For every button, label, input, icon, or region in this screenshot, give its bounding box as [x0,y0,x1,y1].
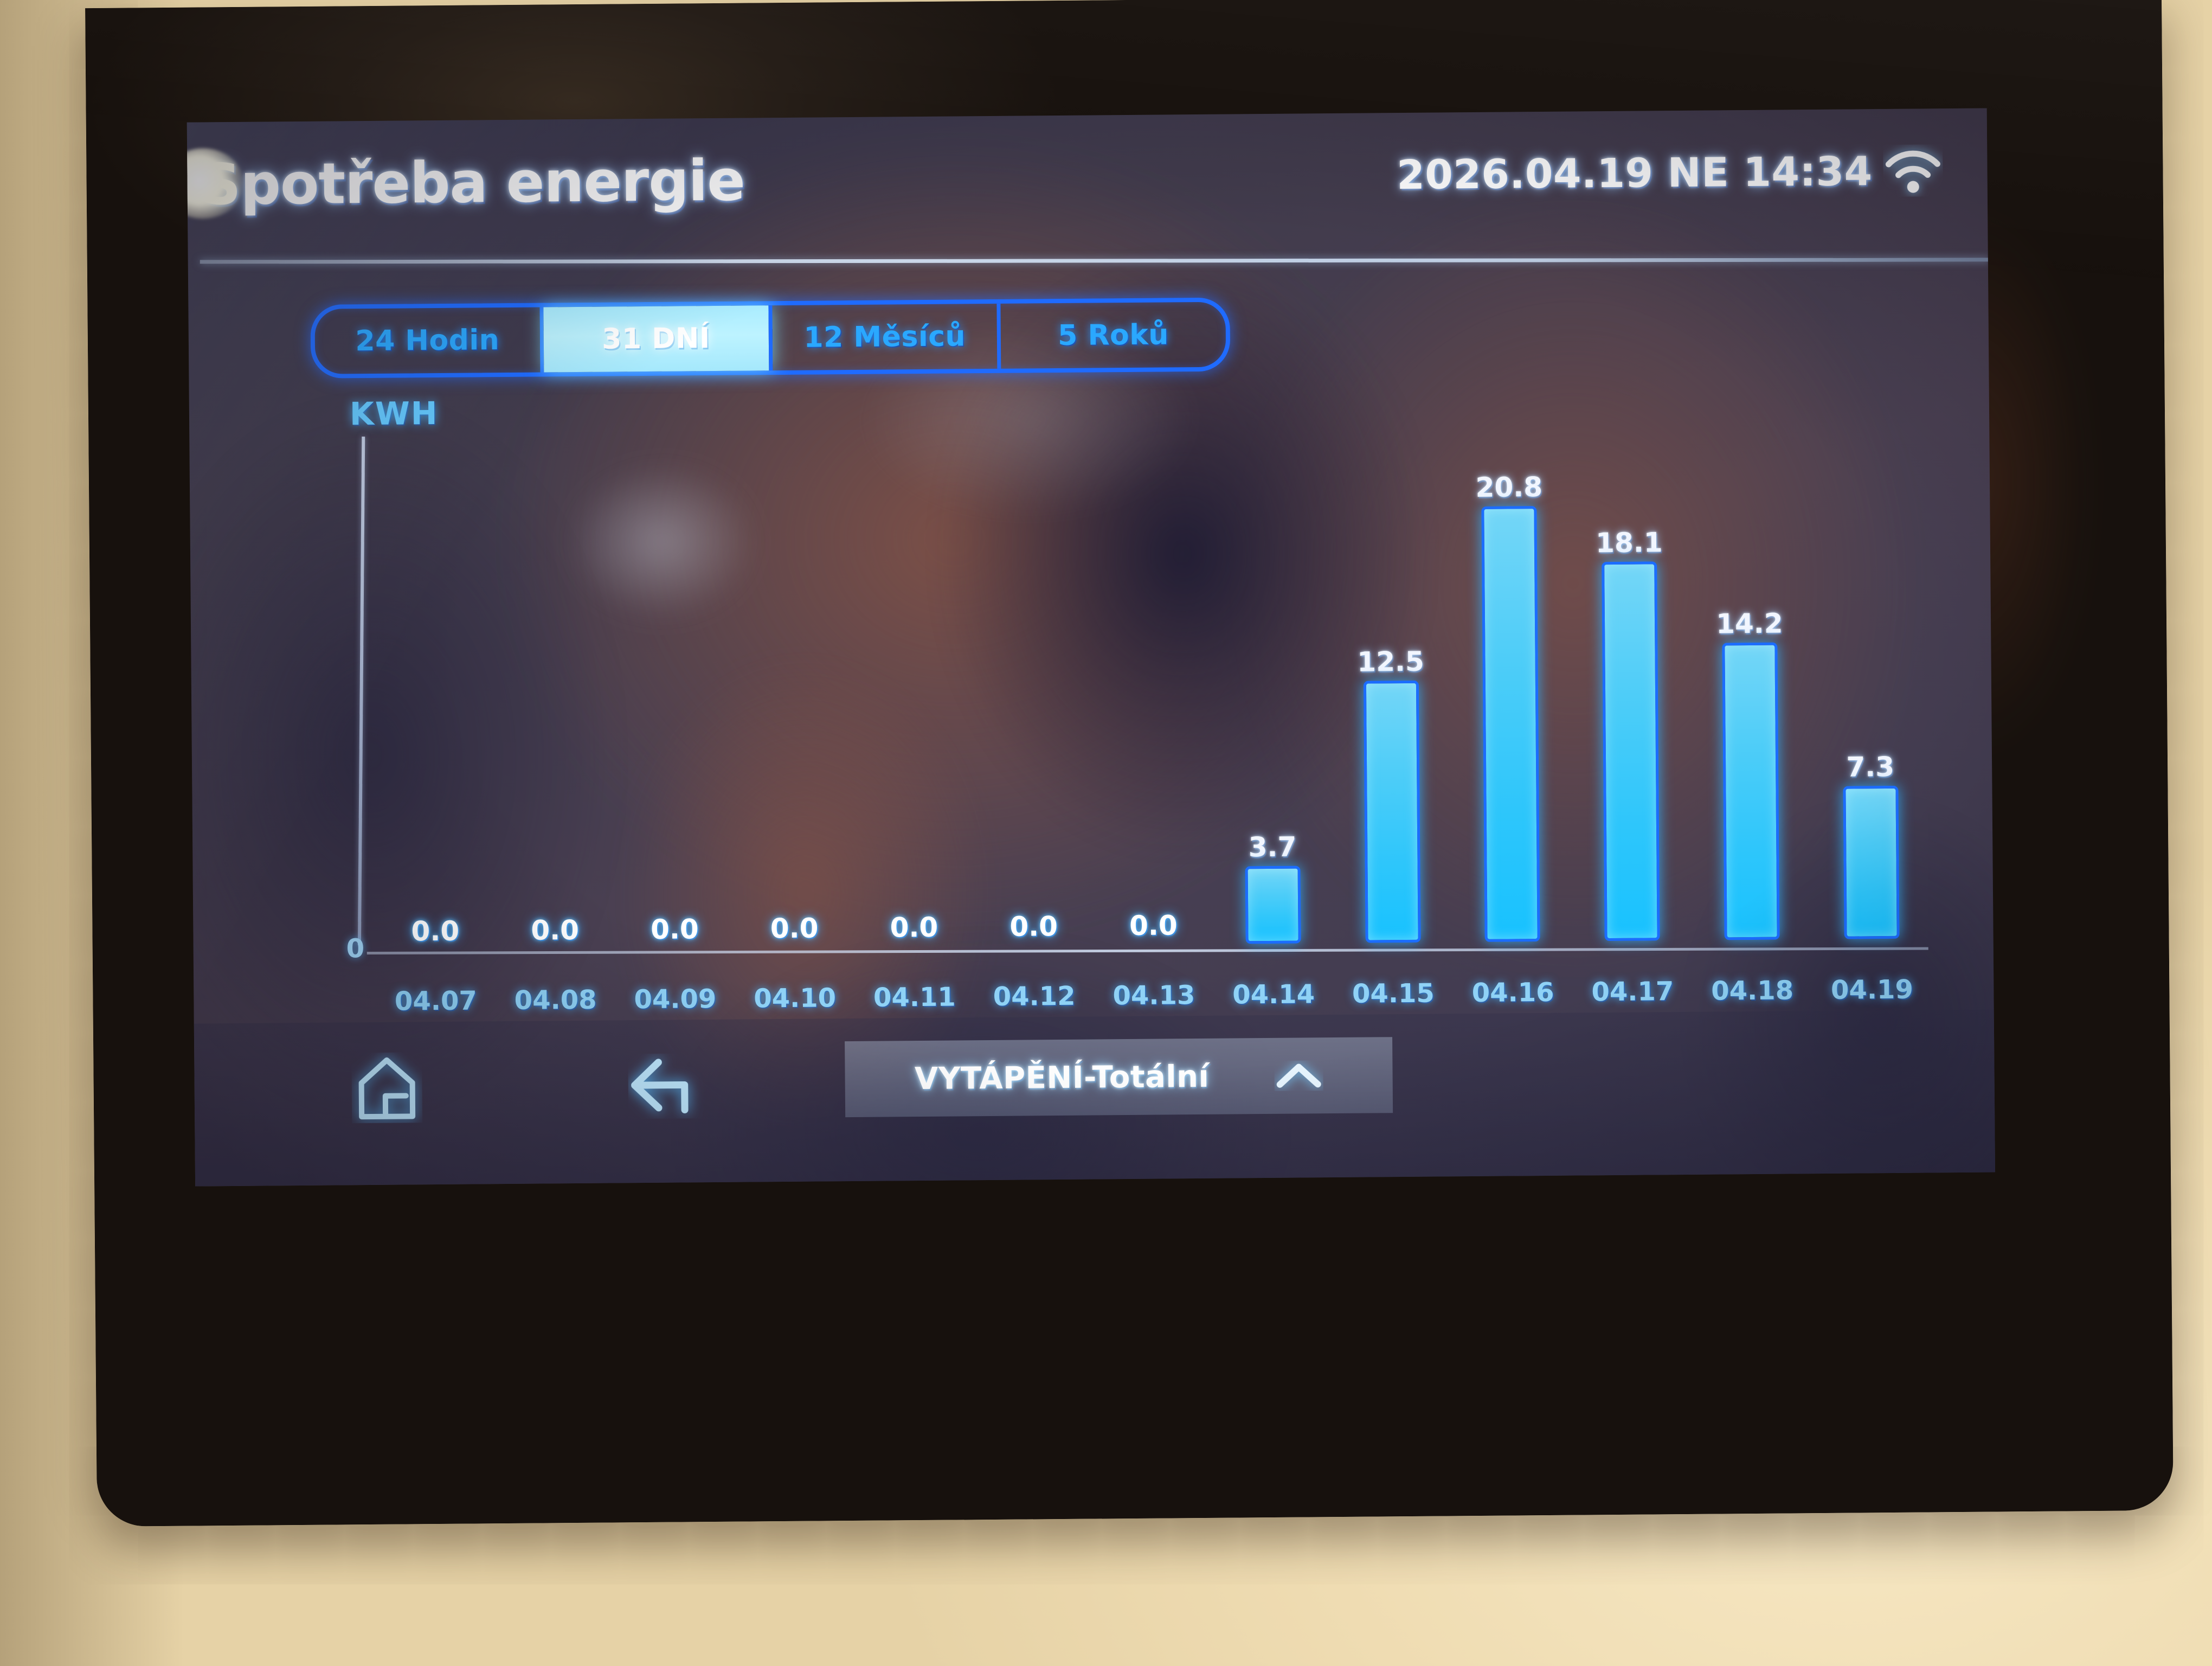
tab-5-years[interactable]: 5 Roků [1001,302,1226,369]
back-arrow-icon[interactable] [628,1053,704,1119]
tab-31-days[interactable]: 31 DNÍ [543,305,773,373]
bottom-navigation-bar: VYTÁPĚNÍ-Totální [194,1009,1996,1187]
bar-column: 0.0 04.11 [850,431,974,1013]
bar-date-label: 04.15 [1352,978,1435,1009]
bar-value-label: 0.0 [770,912,819,945]
bar-column: 0.0 04.08 [491,433,615,1016]
bar-date-label: 04.16 [1471,977,1554,1009]
tab-label: 24 Hodin [355,324,500,358]
bar-column: 12.5 04.15 [1329,427,1452,1009]
y-axis-label: KWH [349,394,439,433]
bar [1602,561,1660,941]
bar [1722,642,1780,940]
tab-label: 5 Roků [1057,318,1169,353]
bar-date-label: 04.08 [514,984,597,1016]
bar-column: 0.0 04.13 [1090,429,1213,1011]
metric-dropdown[interactable]: VYTÁPĚNÍ-Totální [845,1037,1393,1118]
bar-value-label: 0.0 [650,913,699,945]
bar-date-label: 04.13 [1113,980,1195,1011]
bar-date-label: 04.14 [1232,979,1315,1010]
bar-value-label: 18.1 [1596,527,1663,559]
bar-value-label: 0.0 [1129,909,1178,942]
bar-column: 0.0 04.12 [970,430,1094,1012]
bar-column: 20.8 04.16 [1449,426,1572,1008]
status-datetime: 2026.04.19 NE 14:34 [1397,148,1873,199]
bar-column: 0.0 04.10 [731,432,854,1014]
bar-date-label: 04.19 [1830,974,1914,1005]
page-title: Spotřeba energie [200,147,745,218]
bar [1842,785,1900,939]
bar-value-label: 0.0 [1009,911,1058,943]
bar-value-label: 12.5 [1357,645,1425,678]
bar-date-label: 04.10 [753,983,837,1014]
tab-label: 12 Měsíců [803,320,966,354]
axis-origin-label: 0 [346,933,365,964]
bar-column: 3.7 04.14 [1210,428,1333,1010]
tab-12-months[interactable]: 12 Měsíců [771,303,1001,371]
bar [1481,506,1540,942]
bar-date-label: 04.18 [1711,975,1794,1007]
bar-value-label: 3.7 [1248,831,1297,863]
chevron-up-icon [1274,1060,1323,1091]
bar-date-label: 04.11 [873,982,956,1013]
tab-24-hours[interactable]: 24 Hodin [314,307,544,374]
bar-value-label: 0.0 [890,911,938,944]
bar-column: 0.0 04.07 [371,434,495,1017]
dropdown-label: VYTÁPĚNÍ-Totální [914,1059,1210,1097]
header-divider [200,258,1989,264]
bar-series: 0.0 04.07 0.0 04.08 0.0 04.09 0.0 04.10 0.0 04.11… [371,423,1931,1017]
period-tab-bar: 24 Hodin 31 DNÍ 12 Měsíců 5 Roků [310,297,1231,379]
thermostat-device: Spotřeba energie 2026.04.19 NE 14:34 24 … [85,0,2174,1527]
bar-value-label: 0.0 [531,914,580,946]
energy-bar-chart: KWH 0 0.0 04.07 0.0 04.08 0.0 04.09 0.0 04.10 0.… [319,390,1956,1017]
bar-column: 14.2 04.18 [1688,424,1812,1007]
lcd-screen: Spotřeba energie 2026.04.19 NE 14:34 24 … [187,108,1996,1187]
bar-value-label: 14.2 [1715,607,1783,640]
y-axis-line [357,437,365,946]
bar-value-label: 0.0 [411,915,460,947]
bar-value-label: 7.3 [1846,751,1895,783]
bar-date-label: 04.12 [993,981,1076,1012]
home-icon[interactable] [351,1052,422,1123]
tab-label: 31 DNÍ [602,322,710,356]
bar-value-label: 20.8 [1475,471,1543,503]
bar-column: 0.0 04.09 [611,433,735,1015]
bar-date-label: 04.17 [1591,976,1674,1008]
bar [1363,680,1421,943]
bar-column: 7.3 04.19 [1808,423,1931,1005]
bar [1245,866,1301,944]
bar-date-label: 04.09 [634,983,717,1015]
wifi-icon [1883,144,1943,197]
screen-header: Spotřeba energie 2026.04.19 NE 14:34 [187,108,1989,264]
bar-column: 18.1 04.17 [1568,425,1692,1007]
bar-date-label: 04.07 [394,985,477,1017]
